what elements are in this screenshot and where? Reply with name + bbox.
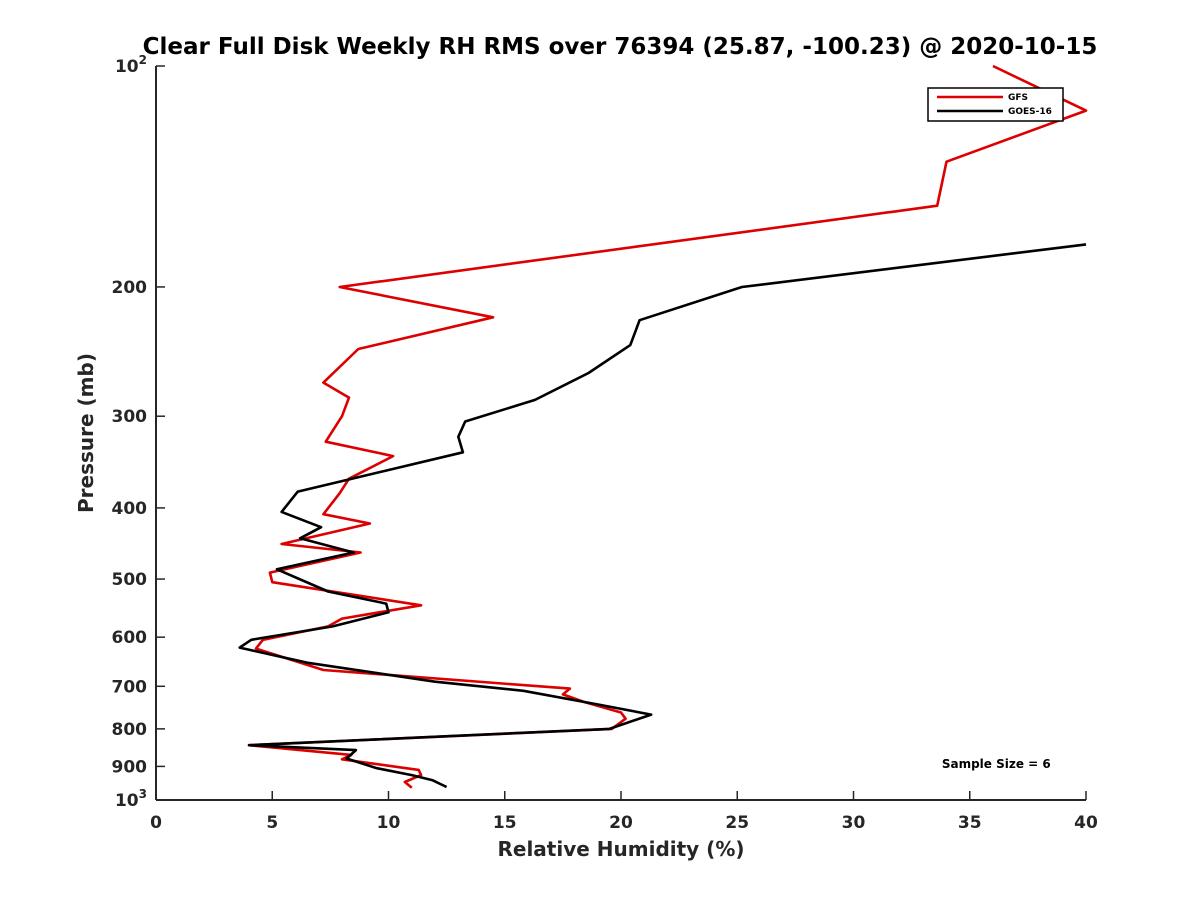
series-line-gfs [247,64,1088,789]
x-axis-label: Relative Humidity (%) [497,837,744,861]
y-tick-label: 400 [112,499,148,519]
x-tick-label: 30 [842,813,866,833]
series-layer [238,64,1088,789]
y-tick-label: 900 [112,757,148,777]
y-tick-label: 103 [115,787,147,811]
y-tick-label: 600 [112,628,148,648]
y-tick-label: 102 [115,53,147,77]
x-tick-label: 25 [725,813,749,833]
y-tick-label: 300 [112,407,148,427]
legend-label-gfs: GFS [1008,93,1028,103]
sample-size-annotation: Sample Size = 6 [942,757,1051,771]
series-line-goes16 [238,243,1087,789]
x-axis-ticks: 0 5 10 15 20 25 30 35 40 [150,791,1098,833]
x-tick-label: 5 [266,813,278,833]
y-axis-label: Pressure (mb) [74,353,98,513]
y-tick-label: 800 [112,720,148,740]
y-tick-label: 700 [112,677,148,697]
x-tick-label: 10 [377,813,401,833]
x-tick-label: 40 [1074,813,1098,833]
x-tick-label: 15 [493,813,517,833]
y-axis-ticks: 102 200 300 400 500 600 700 800 900 103 [112,53,165,811]
legend: GFS GOES-16 [927,87,1064,122]
chart-title: Clear Full Disk Weekly RH RMS over 76394… [143,34,1098,60]
y-tick-label: 200 [112,278,148,298]
legend-box [927,87,1064,122]
y-tick-label: 500 [112,570,148,590]
legend-label-goes16: GOES-16 [1008,107,1052,117]
x-tick-label: 20 [609,813,633,833]
x-tick-label: 35 [958,813,982,833]
x-tick-label: 0 [150,813,162,833]
